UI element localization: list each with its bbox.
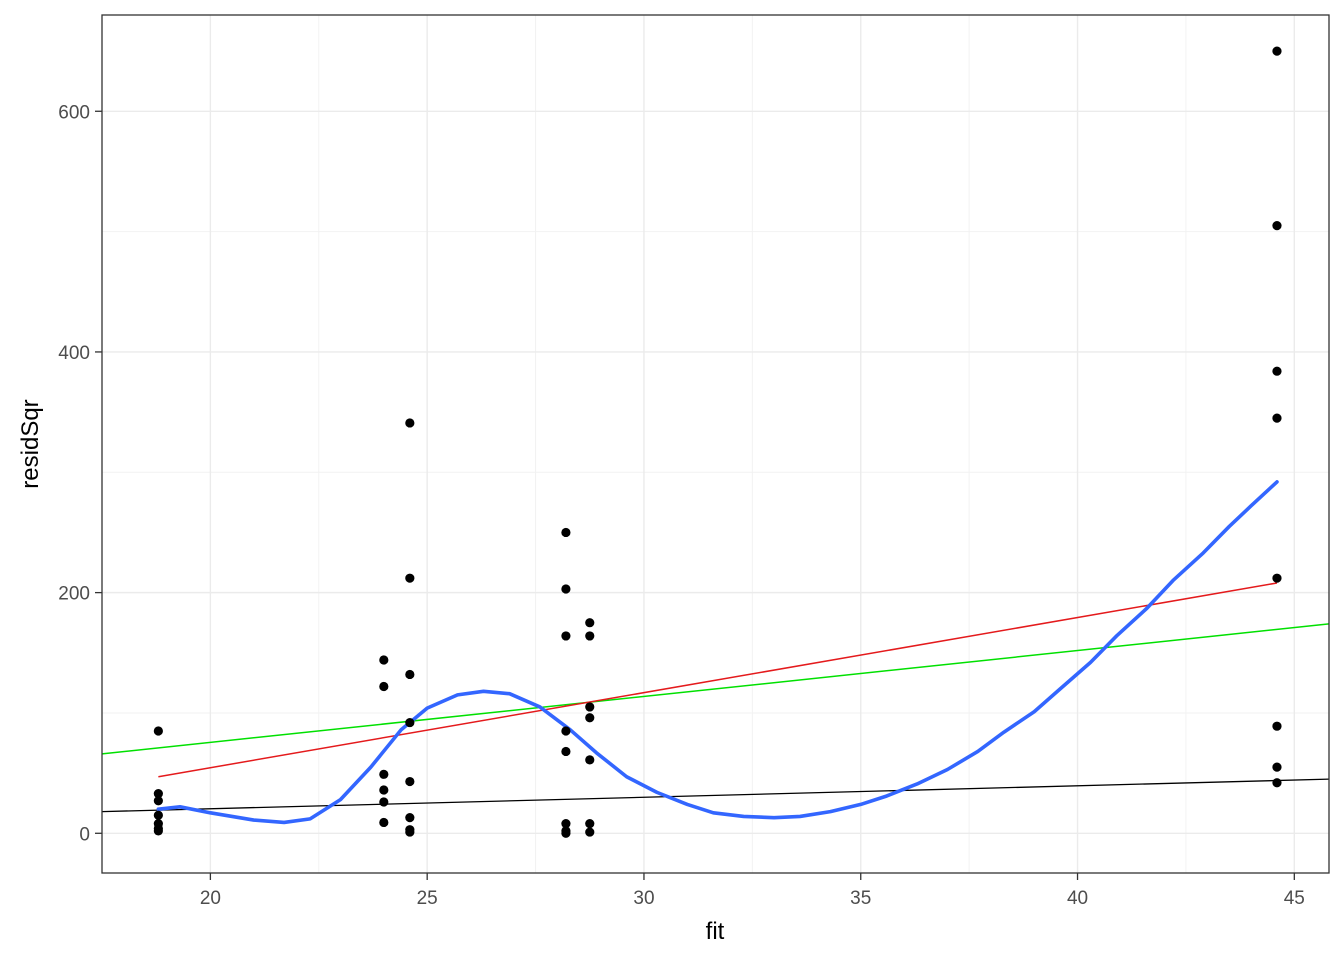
data-point [153, 826, 163, 836]
major-gridlines [102, 15, 1329, 873]
plot-border [101, 14, 1330, 874]
plot-background [102, 15, 1329, 873]
y-tick-label: 600 [58, 102, 90, 123]
data-point [561, 828, 571, 838]
x-tick-label: 30 [633, 888, 654, 909]
reference-line-1 [101, 778, 1330, 813]
smooth-curve [156, 480, 1279, 825]
data-point [1272, 778, 1282, 788]
y-axis-title: residSqr [17, 399, 44, 488]
x-axis-ticks: 20 25 30 35 40 45 [200, 873, 1305, 909]
data-point [585, 631, 595, 641]
data-point [405, 573, 415, 583]
y-tick-label: 200 [58, 584, 90, 605]
y-tick-label: 400 [58, 343, 90, 364]
data-point [561, 631, 571, 641]
data-point [561, 584, 571, 594]
data-point [1272, 366, 1282, 376]
data-points [153, 46, 1282, 838]
data-point [561, 527, 571, 538]
data-point [153, 796, 163, 806]
reference-lines [101, 582, 1330, 813]
data-point [585, 713, 595, 723]
data-point [1272, 762, 1282, 772]
data-point [561, 746, 571, 757]
data-point [379, 655, 389, 665]
data-point [1272, 220, 1282, 231]
data-point [405, 717, 415, 728]
data-point [153, 788, 163, 799]
data-point [405, 669, 415, 680]
data-point [585, 819, 595, 829]
data-point [585, 755, 595, 765]
data-point [405, 827, 415, 837]
data-point [405, 776, 415, 787]
data-point [379, 785, 389, 795]
minor-gridlines [101, 15, 1329, 873]
data-point [585, 618, 595, 628]
reference-line-3 [158, 582, 1278, 778]
data-point [405, 813, 415, 823]
data-point [1272, 46, 1282, 56]
reference-line-2 [101, 623, 1330, 755]
data-point [585, 702, 595, 712]
x-tick-label: 40 [1067, 888, 1088, 909]
x-tick-label: 20 [200, 888, 221, 909]
y-tick-label: 0 [79, 824, 90, 845]
x-tick-label: 35 [850, 888, 871, 909]
x-tick-label: 25 [417, 888, 438, 909]
data-point [405, 418, 415, 428]
data-point [379, 797, 389, 807]
smooth-line [156, 480, 1279, 825]
x-axis-title: fit [706, 918, 725, 945]
y-axis-ticks: 0 200 400 600 [58, 102, 102, 845]
data-point [153, 726, 163, 736]
data-point [153, 810, 163, 820]
data-point [1272, 413, 1282, 423]
data-point [561, 726, 571, 736]
data-point [379, 681, 389, 692]
x-tick-label: 45 [1284, 888, 1305, 909]
data-point [561, 819, 571, 829]
data-point [585, 827, 595, 837]
data-point [379, 769, 389, 779]
data-point [1272, 573, 1282, 583]
data-point [379, 817, 389, 828]
data-point [1272, 721, 1282, 731]
